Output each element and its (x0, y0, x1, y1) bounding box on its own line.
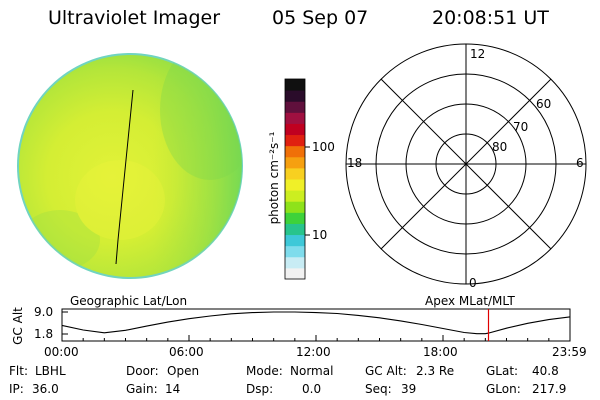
ip-value: 36.0 (32, 382, 59, 396)
geographic-title: Geographic Lat/Lon (70, 294, 188, 308)
xtick-label-0000: 00:00 (44, 345, 79, 359)
colorbar-segment (285, 223, 305, 236)
alt-ytick-label-1-8: 1.8 (34, 327, 54, 341)
colorbar-label-10: 10 (312, 228, 328, 242)
dsp-label: Dsp: (246, 382, 274, 396)
mode-value: Normal (290, 364, 334, 378)
gain-label: Gain: (126, 382, 158, 396)
mlt-label-6: 6 (576, 156, 584, 170)
colorbar-segment (285, 79, 305, 91)
time-label: 20:08:51 UT (432, 7, 549, 29)
colorbar-segment (285, 267, 305, 280)
ip-label: IP: (9, 382, 24, 396)
colorbar-segment (285, 179, 305, 191)
filter-label: Flt: (9, 364, 28, 378)
colorbar-segment (285, 234, 305, 247)
door-value: Open (167, 364, 200, 378)
uvi-image (17, 53, 243, 279)
alt-ytick-label-9: 9.0 (34, 305, 54, 319)
colorbar-segment (285, 190, 305, 202)
gain-value: 14 (165, 382, 181, 396)
xtick-label-1200: 12:00 (296, 345, 331, 359)
xtick-label-1800: 18:00 (423, 345, 458, 359)
mlt-label-12: 12 (470, 47, 486, 61)
gc-alt-axis-label: GC Alt (11, 307, 25, 345)
colorbar-strip (285, 79, 305, 280)
gc-alt-label: GC Alt: (365, 364, 407, 378)
colorbar-segment (285, 112, 305, 124)
door-label: Door: (126, 364, 159, 378)
colorbar-segment (285, 167, 305, 180)
glat-value: 40.8 (532, 364, 559, 378)
colorbar-segment (285, 245, 305, 258)
mlt-label-18: 18 (347, 156, 363, 170)
filter-value: LBHL (35, 364, 66, 378)
colorbar-segment (285, 201, 305, 213)
seq-value: 39 (401, 382, 417, 396)
apex-title: Apex MLat/MLT (425, 294, 515, 308)
app-title: Ultraviolet Imager (48, 7, 221, 29)
colorbar-segment (285, 212, 305, 224)
altitude-curve (61, 311, 570, 335)
colorbar-segment (285, 134, 305, 147)
altitude-plot (61, 308, 571, 342)
mode-label: Mode: (246, 364, 283, 378)
glat-label: GLat: (486, 364, 519, 378)
altitude-x-ticks (61, 335, 571, 341)
colorbar-label-100: 100 (312, 140, 335, 154)
xtick-label-0600: 06:00 (169, 345, 204, 359)
dsp-value: 0.0 (302, 382, 322, 396)
colorbar-unit-label: photon cm⁻²s⁻¹ (267, 131, 281, 225)
colorbar-segment (285, 156, 305, 169)
lat-label-80: 80 (492, 140, 508, 154)
polar-grid (345, 43, 587, 285)
lat-label-70: 70 (513, 120, 529, 134)
colorbar-segment (285, 101, 305, 113)
date-label: 05 Sep 07 (272, 7, 369, 29)
colorbar-segment (285, 145, 305, 158)
mlt-label-0: 0 (469, 276, 477, 290)
colorbar (284, 78, 310, 280)
glon-value: 217.9 (532, 382, 567, 396)
gc-alt-value: 2.3 Re (416, 364, 455, 378)
glon-label: GLon: (486, 382, 521, 396)
xtick-label-2359: 23:59 (552, 345, 587, 359)
seq-label: Seq: (365, 382, 392, 396)
colorbar-frame (284, 78, 306, 280)
terminator-line (115, 89, 134, 265)
lat-label-60: 60 (536, 97, 552, 111)
colorbar-segment (285, 256, 305, 269)
colorbar-segment (285, 123, 305, 136)
colorbar-segment (285, 90, 305, 102)
polar-diagonal-2 (380, 78, 552, 250)
